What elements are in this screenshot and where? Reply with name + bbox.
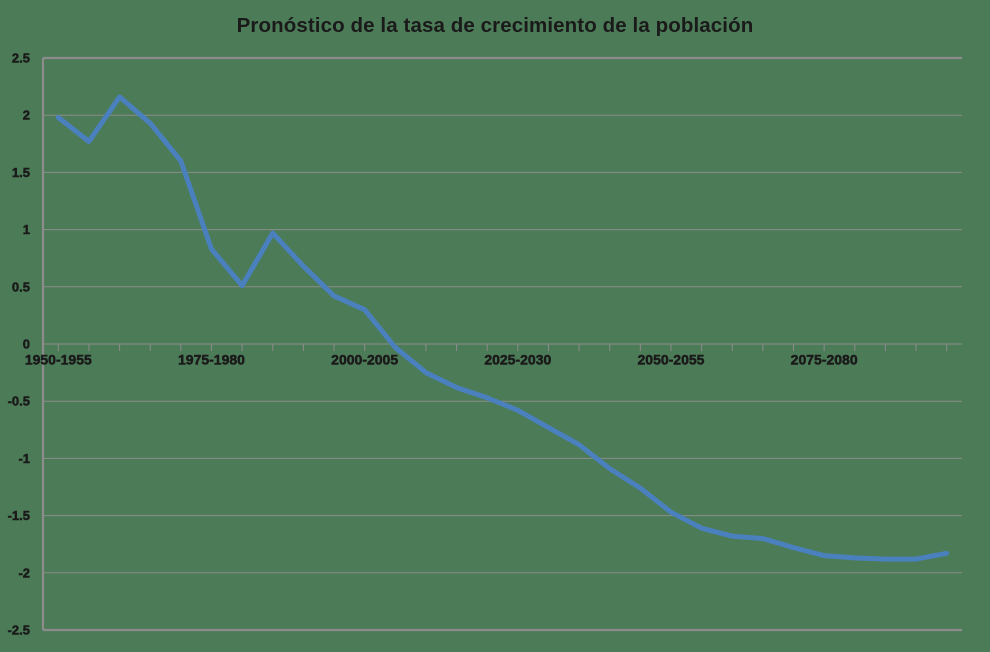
svg-text:2075-2080: 2075-2080	[791, 352, 858, 368]
svg-text:2: 2	[23, 108, 30, 123]
svg-text:1950-1955: 1950-1955	[25, 352, 92, 368]
svg-text:-2: -2	[18, 565, 30, 580]
svg-text:-1: -1	[18, 451, 30, 466]
svg-text:1975-1980: 1975-1980	[178, 352, 245, 368]
svg-text:1.5: 1.5	[12, 165, 30, 180]
svg-text:2025-2030: 2025-2030	[484, 352, 551, 368]
svg-text:2000-2005: 2000-2005	[331, 352, 398, 368]
svg-text:0: 0	[23, 337, 30, 352]
svg-text:2050-2055: 2050-2055	[638, 352, 705, 368]
svg-text:-0.5: -0.5	[8, 394, 30, 409]
svg-text:2.5: 2.5	[12, 51, 30, 66]
svg-text:0.5: 0.5	[12, 279, 30, 294]
svg-text:-2.5: -2.5	[8, 623, 30, 638]
svg-text:-1.5: -1.5	[8, 508, 30, 523]
svg-text:1: 1	[23, 222, 30, 237]
